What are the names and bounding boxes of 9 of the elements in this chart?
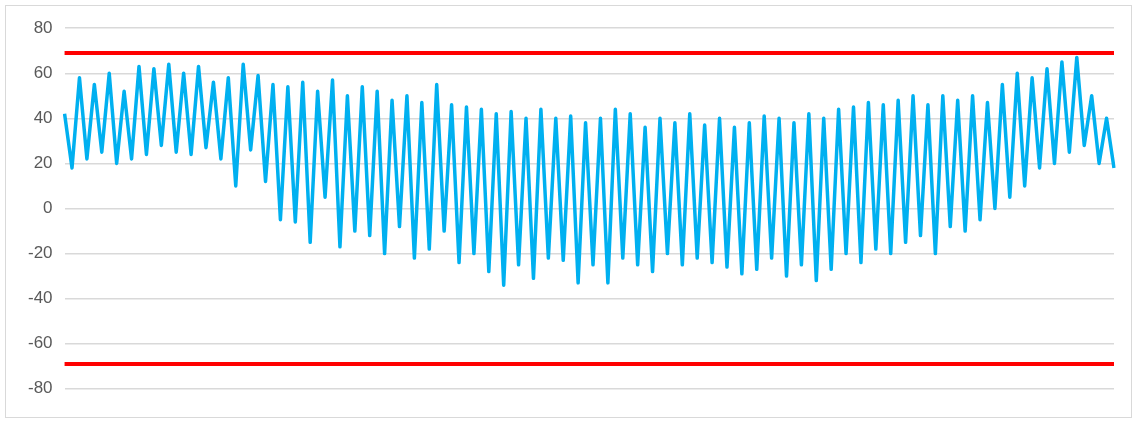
y-tick-label: 0: [43, 198, 53, 218]
y-tick-label: 20: [33, 153, 53, 173]
y-tick-label: -80: [27, 378, 53, 398]
y-tick-label: -60: [27, 333, 53, 353]
y-tick-label: 80: [33, 17, 53, 37]
y-tick-label: -20: [27, 243, 53, 263]
y-tick-label: 40: [33, 108, 53, 128]
y-tick-label: 60: [33, 62, 53, 82]
y-tick-label: -40: [27, 288, 53, 308]
